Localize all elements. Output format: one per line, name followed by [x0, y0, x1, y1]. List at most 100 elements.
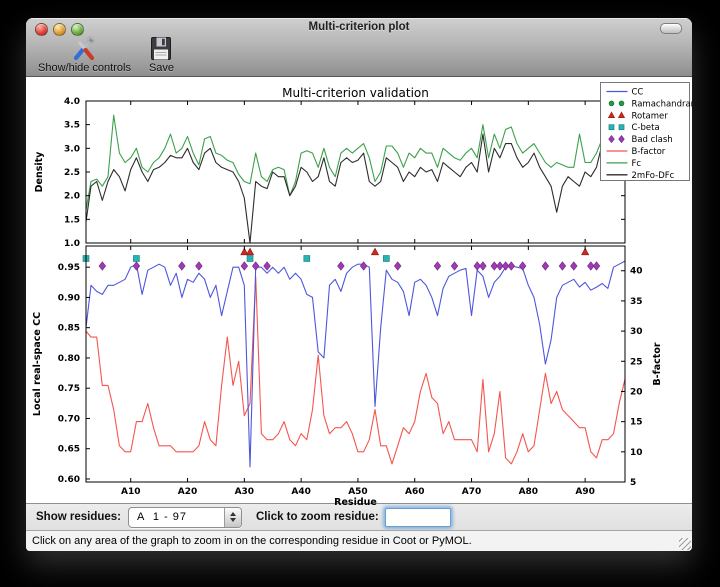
x-tick-label: A80 — [519, 487, 539, 497]
marker — [337, 261, 345, 271]
cc-tick-label: 0.80 — [58, 354, 80, 364]
density-tick-label: 2.0 — [64, 192, 80, 202]
show-hide-controls-label: Show/hide controls — [38, 62, 131, 74]
marker — [541, 261, 550, 271]
multi-criterion-chart[interactable]: Multi-criterion validation 1.0 1.5 2.0 2.5 3.… — [26, 77, 692, 506]
cc-tick-label: 0.75 — [58, 384, 80, 394]
density-axis-label: Density — [34, 151, 45, 193]
up-arrow-icon — [230, 512, 236, 516]
marker — [263, 261, 271, 271]
marker — [433, 261, 442, 271]
marker — [608, 135, 615, 144]
controls-bar: Show residues: A 1 - 97 Click to zoom re… — [26, 503, 692, 530]
marker — [132, 261, 141, 271]
marker — [370, 247, 380, 256]
cc-tick-label: 0.85 — [58, 324, 80, 334]
bad-clash-markers — [98, 261, 601, 271]
window-header: Multi-criterion plot — [26, 18, 692, 77]
legend-label: C-beta — [632, 123, 660, 133]
x-tick-label: A90 — [575, 487, 595, 497]
tools-icon — [70, 35, 98, 62]
legend-label: Rotamer — [632, 111, 669, 121]
fc-line — [85, 114, 626, 210]
marker — [618, 124, 625, 131]
legend-entry: Bad clash — [608, 135, 673, 145]
marker — [303, 255, 311, 262]
bfactor-tick-label: 35 — [630, 297, 643, 307]
status-text: Click on any area of the graph to zoom i… — [32, 535, 472, 547]
cc-plot-area[interactable] — [86, 246, 625, 482]
save-button[interactable]: Save — [149, 35, 174, 74]
marker — [608, 100, 615, 107]
zoom-residue-label: Click to zoom residue: — [256, 511, 379, 523]
titlebar[interactable]: Multi-criterion plot — [26, 18, 692, 36]
x-tick-label: A50 — [348, 487, 368, 497]
marker — [607, 111, 616, 118]
marker — [479, 261, 487, 271]
zoom-button[interactable] — [71, 23, 84, 36]
toolbar: Show/hide controls Save — [26, 34, 692, 74]
legend-label: CC — [632, 88, 644, 98]
density-tick-label: 3.0 — [64, 144, 80, 154]
legend-entry: Rotamer — [607, 111, 669, 121]
bfactor-axis-label: B-factor — [652, 342, 663, 385]
minimize-button[interactable] — [53, 23, 66, 36]
residue-range-select[interactable]: A 1 - 97 — [128, 506, 242, 528]
bfactor-tick-label: 15 — [630, 418, 643, 428]
bfactor-tick-label: 20 — [630, 387, 643, 397]
show-hide-controls-button[interactable]: Show/hide controls — [38, 35, 131, 74]
2mfo-dfc-line — [85, 133, 626, 244]
marker — [359, 261, 368, 271]
marker — [518, 261, 527, 271]
marker — [581, 247, 590, 256]
bfactor-tick-label: 10 — [630, 448, 643, 458]
density-axes — [85, 114, 626, 244]
marker — [617, 111, 626, 118]
b-factor-line — [85, 276, 626, 465]
resize-grip[interactable] — [679, 538, 691, 550]
bfactor-tick-label: 25 — [630, 357, 643, 367]
marker — [450, 261, 459, 271]
legend-entry: CC — [606, 88, 644, 98]
marker — [618, 135, 625, 144]
marker — [252, 261, 260, 271]
toolbar-toggle-button[interactable] — [660, 23, 682, 34]
x-tick-label: A40 — [291, 487, 311, 497]
chart-title: Multi-criterion validation — [282, 86, 429, 100]
cc-tick-label: 0.60 — [58, 475, 80, 485]
legend-entry: B-factor — [606, 147, 666, 157]
save-icon — [149, 35, 173, 62]
stepper-icon — [224, 507, 241, 527]
marker — [246, 255, 254, 262]
marker — [394, 261, 402, 271]
close-button[interactable] — [35, 23, 48, 36]
legend-box — [600, 82, 690, 181]
cc-bfactor-axes — [85, 260, 626, 468]
cc-line — [85, 260, 626, 468]
legend-label: Fc — [632, 159, 642, 169]
cc-tick-label: 0.70 — [58, 414, 80, 424]
save-label: Save — [148, 62, 175, 74]
marker — [570, 261, 578, 271]
x-axis-label: Residue — [334, 497, 377, 506]
marker — [98, 261, 107, 271]
legend-entry: Fc — [606, 159, 642, 169]
residue-range-value: A 1 - 97 — [137, 510, 187, 523]
cc-tick-label: 0.95 — [58, 263, 80, 273]
x-tick-label: A60 — [405, 487, 425, 497]
marker — [496, 261, 504, 271]
marker — [133, 255, 140, 262]
marker — [473, 261, 481, 271]
cc-axis-label: Local real-space CC — [32, 312, 43, 416]
legend-label: Bad clash — [632, 135, 673, 145]
marker — [178, 261, 186, 271]
zoom-residue-input[interactable] — [384, 507, 451, 527]
figure-area: Multi-criterion validation 1.0 1.5 2.0 2.5 3.… — [26, 77, 692, 506]
density-tick-label: 2.5 — [64, 168, 80, 178]
cc-tick-label: 0.90 — [58, 293, 80, 303]
marker — [245, 247, 255, 256]
density-tick-label: 4.0 — [64, 97, 80, 107]
marker — [618, 100, 625, 107]
density-plot-area[interactable] — [86, 101, 625, 243]
